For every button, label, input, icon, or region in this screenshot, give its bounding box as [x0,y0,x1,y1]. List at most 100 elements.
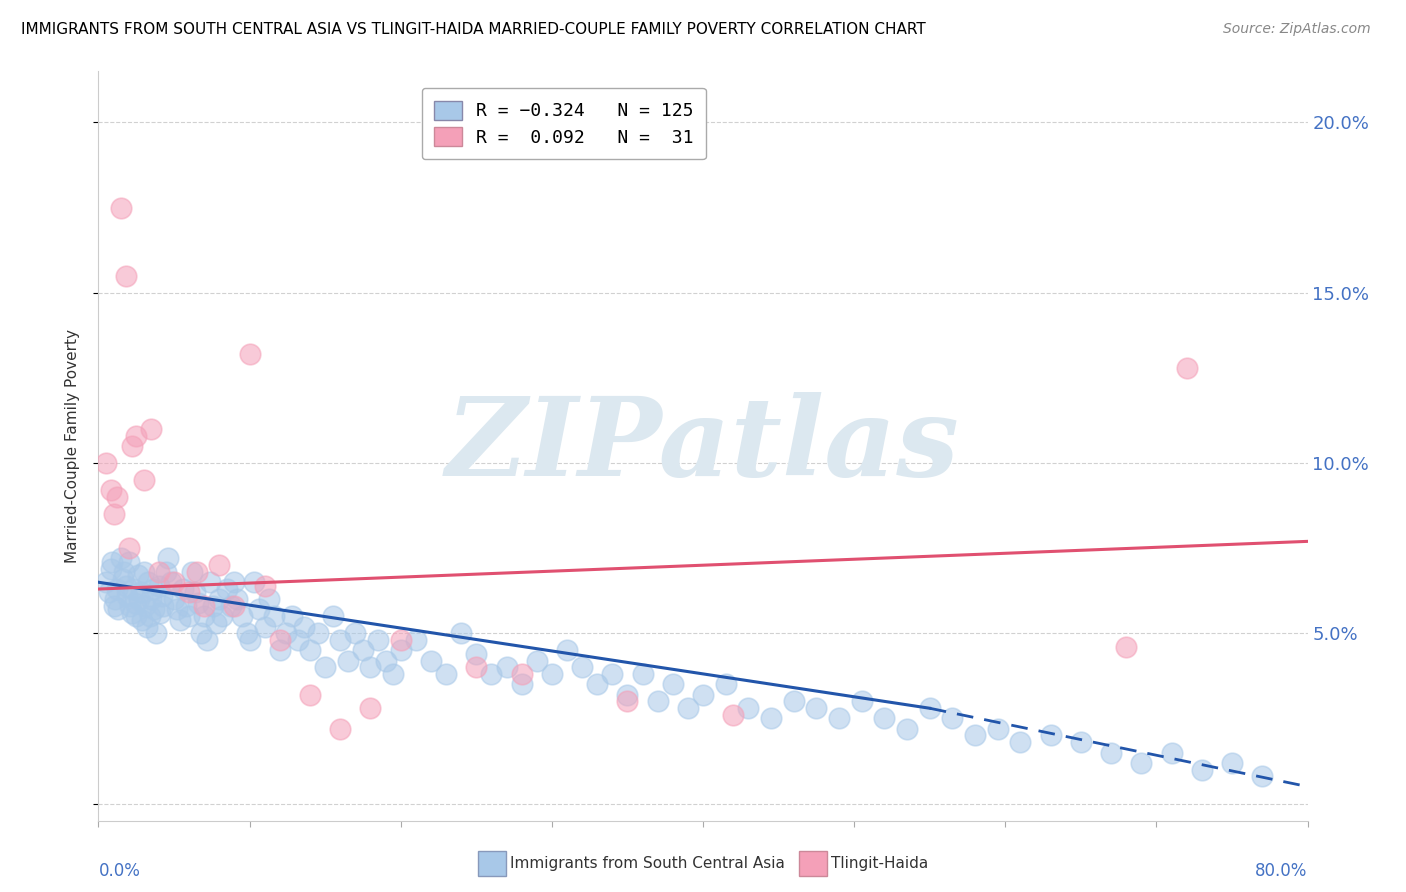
Point [420,654,443,668]
Point [100,561,122,575]
Point [367,633,389,648]
Text: ZIPatlas: ZIPatlas [446,392,960,500]
Point [1115,640,1137,654]
Point [129,585,152,599]
Point [360,701,382,715]
Point [160,575,183,590]
Point [314,660,336,674]
Point [193,599,215,613]
Point [253,619,276,633]
Point [224,575,246,590]
Point [172,582,194,596]
Point [148,565,170,579]
Point [783,694,806,708]
Point [616,694,638,708]
Point [1010,735,1032,749]
Point [344,626,367,640]
Point [163,575,186,590]
Point [155,565,177,579]
Point [149,606,172,620]
Point [111,572,134,586]
Point [322,609,344,624]
Point [510,677,533,691]
Point [526,654,548,668]
Point [135,619,157,633]
Point [156,551,179,566]
Point [253,579,276,593]
Point [1175,360,1198,375]
Point [150,589,173,603]
Point [142,582,165,596]
Point [450,626,472,640]
Point [103,507,125,521]
Point [115,589,138,603]
Point [616,688,638,702]
Point [122,582,145,596]
Point [202,599,225,613]
Point [114,268,136,283]
Point [98,585,121,599]
Point [896,722,918,736]
Point [186,565,208,579]
Point [131,613,153,627]
Text: Source: ZipAtlas.com: Source: ZipAtlas.com [1223,22,1371,37]
Point [134,599,156,613]
Point [94,456,117,470]
Point [110,201,132,215]
Point [676,701,699,715]
Point [714,677,737,691]
Point [239,347,262,361]
Text: Immigrants from South Central Asia: Immigrants from South Central Asia [510,856,786,871]
Point [329,722,352,736]
Point [389,633,412,648]
Point [692,688,714,702]
Point [105,582,128,596]
Point [211,609,233,624]
Point [263,609,285,624]
Point [299,688,322,702]
Point [360,660,382,674]
Point [1099,746,1122,760]
Text: Tlingit-Haida: Tlingit-Haida [831,856,928,871]
Point [661,677,683,691]
Point [132,473,155,487]
Point [110,551,132,566]
Point [166,602,188,616]
Point [143,602,166,616]
Point [873,711,896,725]
Point [208,558,231,573]
Point [1070,735,1092,749]
Point [215,582,238,596]
Point [139,609,162,624]
Legend: R = −0.324   N = 125, R =  0.092   N =  31: R = −0.324 N = 125, R = 0.092 N = 31 [422,88,706,160]
Text: 80.0%: 80.0% [1256,862,1308,880]
Point [602,667,624,681]
Point [465,660,488,674]
Point [918,701,941,715]
Point [389,643,412,657]
Point [759,711,782,725]
Point [434,667,457,681]
Point [287,633,309,648]
Point [540,667,562,681]
Point [118,541,141,556]
Point [235,626,257,640]
Point [118,555,141,569]
Point [495,660,517,674]
Point [269,633,291,648]
Point [1220,756,1243,770]
Point [571,660,593,674]
Point [112,565,135,579]
Point [221,599,243,613]
Point [179,609,201,624]
Point [141,592,163,607]
Point [1191,763,1213,777]
Point [828,711,851,725]
Point [107,602,129,616]
Point [465,647,488,661]
Point [163,592,186,607]
Point [226,592,249,607]
Point [190,626,212,640]
Point [121,439,143,453]
Point [737,701,759,715]
